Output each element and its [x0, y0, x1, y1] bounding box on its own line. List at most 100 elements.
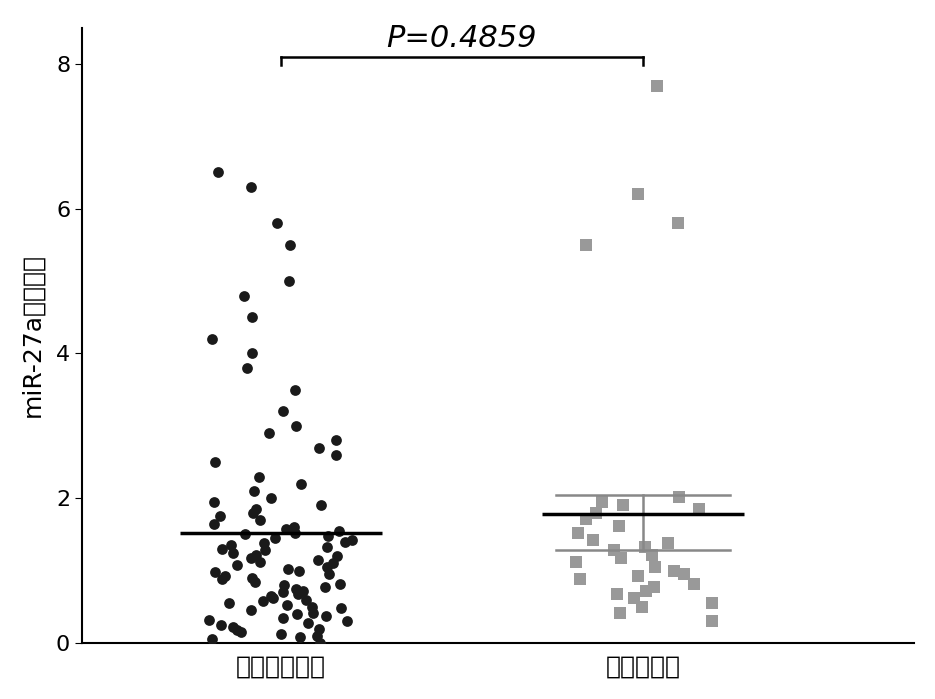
Point: [309, 630, 324, 642]
Point: [300, 617, 315, 628]
Point: [325, 558, 340, 569]
Point: [243, 605, 258, 616]
Y-axis label: miR-27a表达水平: miR-27a表达水平: [21, 253, 45, 417]
Point: [292, 565, 307, 576]
Point: [286, 521, 301, 533]
Point: [648, 561, 663, 572]
Point: [264, 493, 279, 504]
Point: [288, 528, 303, 539]
Point: [311, 623, 326, 634]
Point: [298, 594, 313, 605]
Point: [606, 545, 621, 556]
Point: [670, 217, 685, 229]
Point: [295, 585, 310, 596]
Point: [595, 496, 610, 507]
Point: [291, 589, 306, 600]
Point: [630, 571, 645, 582]
Point: [276, 586, 291, 598]
Point: [205, 333, 220, 345]
Point: [568, 556, 583, 568]
Point: [245, 312, 260, 323]
Point: [609, 589, 624, 600]
Point: [276, 406, 291, 417]
Point: [306, 607, 321, 618]
Point: [660, 538, 675, 549]
Point: [329, 551, 344, 562]
Point: [612, 607, 627, 618]
Point: [313, 637, 328, 649]
Point: [234, 626, 249, 637]
Point: [290, 609, 305, 620]
Point: [704, 598, 719, 609]
Point: [207, 518, 222, 529]
Point: [223, 540, 238, 551]
Point: [288, 384, 303, 395]
Point: [573, 574, 588, 585]
Point: [257, 538, 272, 549]
Point: [320, 542, 335, 553]
Point: [249, 549, 264, 561]
Point: [579, 513, 594, 524]
Point: [252, 514, 267, 526]
Point: [281, 275, 296, 287]
Point: [255, 596, 270, 607]
Point: [631, 189, 646, 200]
Point: [294, 478, 309, 489]
Point: [277, 579, 292, 591]
Point: [225, 547, 240, 558]
Point: [210, 167, 225, 178]
Point: [672, 491, 687, 503]
Point: [252, 556, 267, 568]
Point: [332, 525, 347, 536]
Point: [230, 624, 245, 635]
Point: [262, 428, 277, 439]
Point: [204, 634, 219, 645]
Point: [637, 542, 652, 553]
Point: [319, 610, 334, 621]
Point: [635, 601, 650, 612]
Point: [313, 500, 328, 511]
Point: [321, 569, 336, 580]
Point: [344, 535, 359, 546]
Point: [318, 581, 333, 592]
Point: [311, 442, 326, 453]
Point: [208, 566, 223, 577]
Point: [208, 456, 223, 468]
Point: [639, 585, 654, 596]
Point: [570, 528, 585, 539]
Point: [273, 629, 288, 640]
Point: [252, 471, 266, 482]
Point: [328, 435, 343, 446]
Point: [214, 619, 229, 630]
Point: [339, 616, 354, 627]
Point: [279, 523, 294, 534]
Point: [218, 571, 233, 582]
Point: [305, 601, 320, 612]
Point: [320, 561, 335, 572]
Point: [264, 591, 279, 602]
Point: [650, 80, 665, 91]
Point: [280, 563, 295, 575]
Point: [248, 576, 263, 587]
Point: [245, 348, 260, 359]
Point: [705, 616, 720, 627]
Point: [686, 578, 701, 589]
Point: [310, 554, 325, 565]
Point: [225, 621, 240, 633]
Point: [202, 614, 217, 626]
Point: [647, 581, 662, 592]
Point: [249, 503, 264, 514]
Point: [212, 511, 227, 522]
Point: [215, 543, 230, 554]
Point: [667, 565, 682, 576]
Point: [237, 290, 252, 301]
Point: [243, 181, 258, 192]
Point: [267, 533, 282, 544]
Point: [230, 559, 245, 570]
Point: [245, 507, 260, 519]
Point: [611, 520, 626, 531]
Text: P=0.4859: P=0.4859: [387, 24, 537, 53]
Point: [270, 217, 285, 229]
Point: [338, 536, 352, 547]
Point: [207, 496, 222, 507]
